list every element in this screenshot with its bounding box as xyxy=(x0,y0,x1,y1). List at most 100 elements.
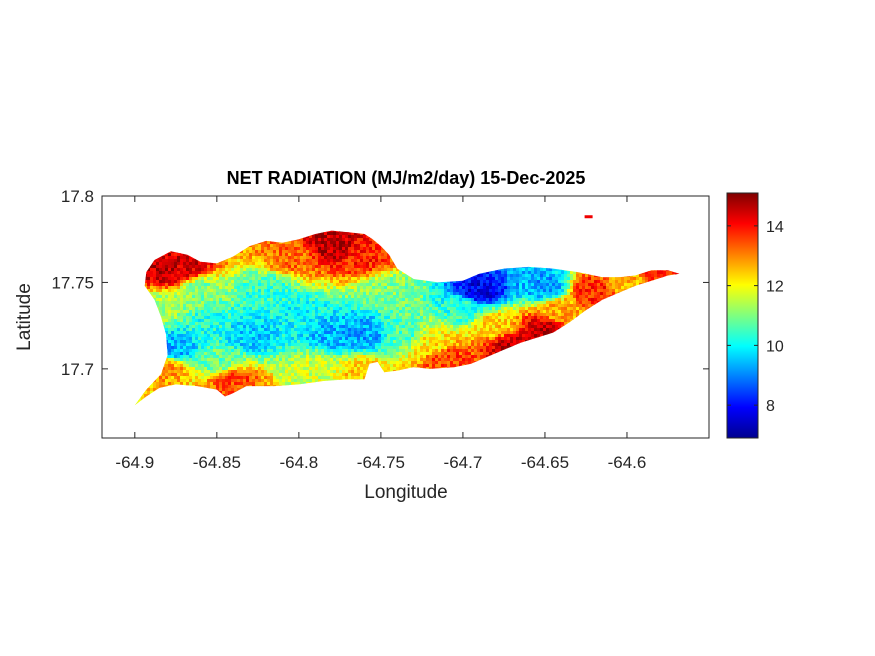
heatmap-cell xyxy=(180,259,184,263)
heatmap-cell xyxy=(186,259,190,263)
heatmap-cell xyxy=(285,250,289,254)
heatmap-cell xyxy=(300,256,304,260)
heatmap-cell xyxy=(324,256,328,260)
heatmap-cell xyxy=(363,268,367,272)
heatmap-cell xyxy=(198,268,202,272)
heatmap-cell xyxy=(357,259,361,263)
heatmap-cell xyxy=(255,256,259,260)
heatmap-cell xyxy=(336,265,340,269)
heatmap-cell xyxy=(333,253,337,257)
heatmap-cell xyxy=(213,265,217,269)
heatmap-cell xyxy=(324,268,328,272)
heatmap-cell xyxy=(267,250,271,254)
heatmap-cell xyxy=(348,232,352,236)
heatmap-cell xyxy=(258,253,262,257)
heatmap-cell xyxy=(327,247,331,251)
heatmap-cell xyxy=(339,262,343,266)
heatmap-cell xyxy=(339,232,343,236)
heatmap-cell xyxy=(369,250,373,254)
heatmap-cell xyxy=(375,256,379,260)
heatmap-cell xyxy=(348,250,352,254)
heatmap-cell xyxy=(267,259,271,263)
heatmap-cell xyxy=(333,238,337,242)
heatmap-cell xyxy=(318,262,322,266)
heatmap-cell xyxy=(195,268,199,272)
heatmap-cell xyxy=(384,250,388,254)
heatmap-cell xyxy=(315,241,319,245)
heatmap-cell xyxy=(246,250,250,254)
heatmap-cell xyxy=(312,247,316,251)
heatmap-cell xyxy=(339,265,343,269)
heatmap-cell xyxy=(351,238,355,242)
heatmap-cell xyxy=(351,232,355,236)
heatmap-cell xyxy=(348,256,352,260)
heatmap-cell xyxy=(258,256,262,260)
heatmap-cell xyxy=(324,265,328,269)
heatmap-cell xyxy=(333,268,337,272)
heatmap-cell xyxy=(288,259,292,263)
heatmap-cell xyxy=(324,247,328,251)
heatmap-cell xyxy=(303,256,307,260)
heatmap-cell xyxy=(306,268,310,272)
heatmap-cell xyxy=(288,253,292,257)
heatmap-cell xyxy=(318,247,322,251)
heatmap-cell xyxy=(321,259,325,263)
heatmap-cell xyxy=(360,262,364,266)
heatmap-cell xyxy=(246,265,250,269)
heatmap-cell xyxy=(327,241,331,245)
heatmap-cell xyxy=(252,247,256,251)
heatmap-cell xyxy=(270,262,274,266)
heatmap-cell xyxy=(207,265,211,269)
heatmap-cell xyxy=(222,265,226,269)
heatmap-cell xyxy=(336,250,340,254)
heatmap-cell xyxy=(189,259,193,263)
heatmap-cell xyxy=(342,241,346,245)
heatmap-cell xyxy=(279,265,283,269)
heatmap-cell xyxy=(267,268,271,272)
heatmap-cell xyxy=(252,253,256,257)
heatmap-cell xyxy=(183,256,187,260)
heatmap-cell xyxy=(354,259,358,263)
heatmap-cell xyxy=(384,253,388,257)
heatmap-cell xyxy=(219,268,223,272)
heatmap-cell xyxy=(372,244,376,248)
heatmap-cell xyxy=(339,244,343,248)
heatmap-cell xyxy=(189,262,193,266)
heatmap-cell xyxy=(276,241,280,245)
heatmap-cell xyxy=(339,238,343,242)
heatmap-cell xyxy=(285,259,289,263)
heatmap-cell xyxy=(384,268,388,272)
heatmap-cell xyxy=(303,259,307,263)
heatmap-cell xyxy=(390,259,394,263)
heatmap-cell xyxy=(162,259,166,263)
heatmap-cell xyxy=(366,262,370,266)
heatmap-cell xyxy=(276,265,280,269)
heatmap-cell xyxy=(255,268,259,272)
heatmap-cell xyxy=(195,262,199,266)
heatmap-cell xyxy=(318,253,322,257)
heatmap-cell xyxy=(204,262,208,266)
heatmap-cell xyxy=(177,256,181,260)
heatmap-cell xyxy=(315,247,319,251)
heatmap-cell xyxy=(309,253,313,257)
heatmap-cell xyxy=(342,256,346,260)
heatmap-cell xyxy=(369,259,373,263)
heatmap-cell xyxy=(342,235,346,239)
heatmap-cell xyxy=(369,256,373,260)
heatmap-cell xyxy=(285,241,289,245)
heatmap-cell xyxy=(246,262,250,266)
heatmap-cell xyxy=(252,250,256,254)
heatmap-cell xyxy=(333,232,337,236)
heatmap-cell xyxy=(261,268,265,272)
heatmap-cell xyxy=(300,268,304,272)
heatmap-cell xyxy=(270,259,274,263)
heatmap-cell xyxy=(339,250,343,254)
heatmap-cell xyxy=(267,244,271,248)
heatmap-cell xyxy=(366,250,370,254)
heatmap-cell xyxy=(264,259,268,263)
heatmap-cell xyxy=(354,241,358,245)
heatmap-cell xyxy=(198,262,202,266)
heatmap-cell xyxy=(255,253,259,257)
heatmap-cell xyxy=(324,253,328,257)
heatmap-cell xyxy=(240,268,244,272)
